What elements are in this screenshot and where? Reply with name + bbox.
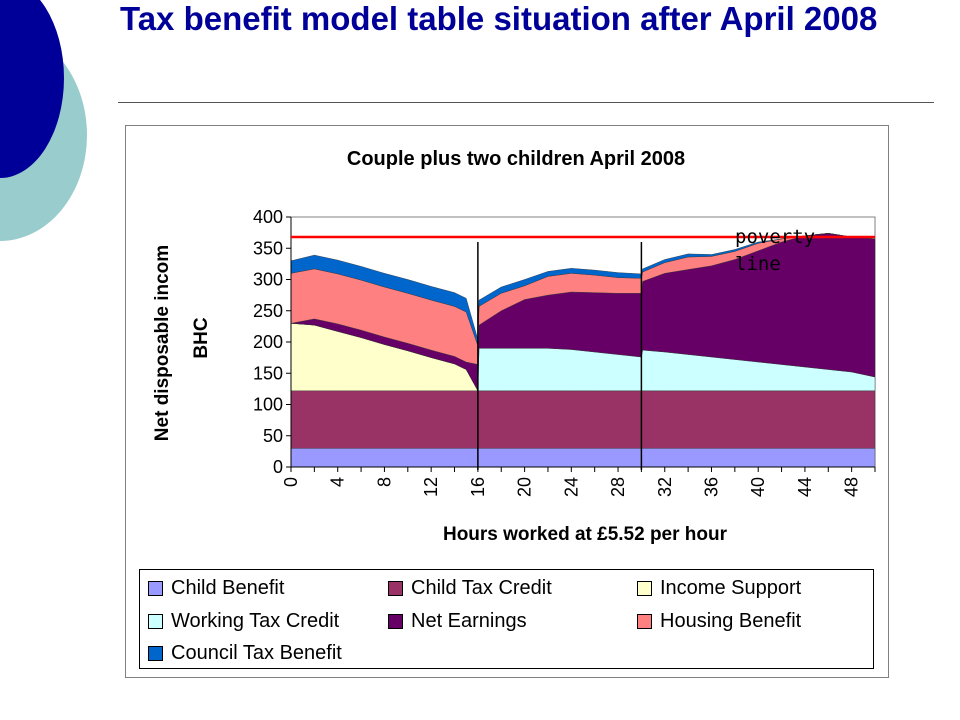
legend-swatch [148,645,163,661]
x-axis-label: Hours worked at £5.52 per hour [443,524,728,545]
stacked-area-chart: Couple plus two children April 2008 0 50 1… [152,148,876,545]
x-tick-label: 44 [795,477,815,497]
y-tick-label: 50 [263,426,283,446]
poverty-line-label: line [735,253,781,275]
x-tick-label: 20 [515,477,535,497]
chart-title: Couple plus two children April 2008 [347,148,685,170]
y-axis-label: Net disposable incom [152,245,173,441]
x-tick-label: 28 [608,477,628,497]
area-child-tax-credit [290,390,876,449]
y-tick-label: 250 [253,301,283,321]
legend-swatch [637,580,652,596]
slide-title: Tax benefit model table situation after … [120,0,878,37]
x-tick-label: 36 [701,477,721,497]
x-tick-label: 0 [281,477,301,487]
slide-decoration [0,0,87,241]
poverty-line-label: poverty [735,226,815,248]
legend-swatch [148,613,163,629]
legend-label: Housing Benefit [660,609,802,632]
legend-label: Net Earnings [411,609,527,632]
y-tick-label: 300 [253,270,283,290]
title-divider [118,102,934,103]
y-axis-label-line2: BHC [191,317,212,358]
legend-swatch [388,580,403,596]
x-tick-label: 16 [468,477,488,497]
area-child-benefit [290,448,876,468]
y-tick-label: 0 [273,457,283,477]
poverty-line-group: poverty line [291,226,875,275]
legend-item-housing-benefit: Housing Benefit [637,610,801,632]
legend-item-child-benefit: Child Benefit [148,577,284,599]
x-tick-label: 8 [374,477,394,487]
decoration-dark-circle [0,0,64,178]
y-tick-label: 400 [253,207,283,227]
vertical-markers [477,242,643,470]
legend-label: Working Tax Credit [171,609,340,632]
legend-label: Child Tax Credit [411,576,552,599]
legend-item-income-support: Income Support [637,577,801,599]
x-tick-label: 48 [842,477,862,497]
chart-legend: Child Benefit Child Tax Credit Income Supp… [139,569,874,669]
y-tick-label: 200 [253,332,283,352]
legend-label: Council Tax Benefit [171,641,342,664]
legend-label: Child Benefit [171,576,285,599]
x-axis-ticks: 0 4 8 12 16 20 24 28 32 36 40 44 48 [281,467,876,497]
legend-swatch [388,613,403,629]
legend-item-working-tax-credit: Working Tax Credit [148,610,339,632]
y-axis-ticks: 0 50 100 150 200 250 300 350 400 [253,207,291,477]
x-tick-label: 12 [421,477,441,497]
legend-item-child-tax-credit: Child Tax Credit [388,577,552,599]
x-tick-label: 4 [328,477,348,487]
x-tick-label: 40 [748,477,768,497]
legend-item-net-earnings: Net Earnings [388,610,527,632]
x-tick-label: 32 [655,477,675,497]
legend-swatch [148,580,163,596]
y-tick-label: 350 [253,238,283,258]
x-tick-label: 24 [561,477,581,497]
y-tick-label: 100 [253,395,283,415]
legend-item-council-tax-benefit: Council Tax Benefit [148,642,342,664]
legend-label: Income Support [660,576,802,599]
legend-swatch [637,613,652,629]
y-tick-label: 150 [253,363,283,383]
